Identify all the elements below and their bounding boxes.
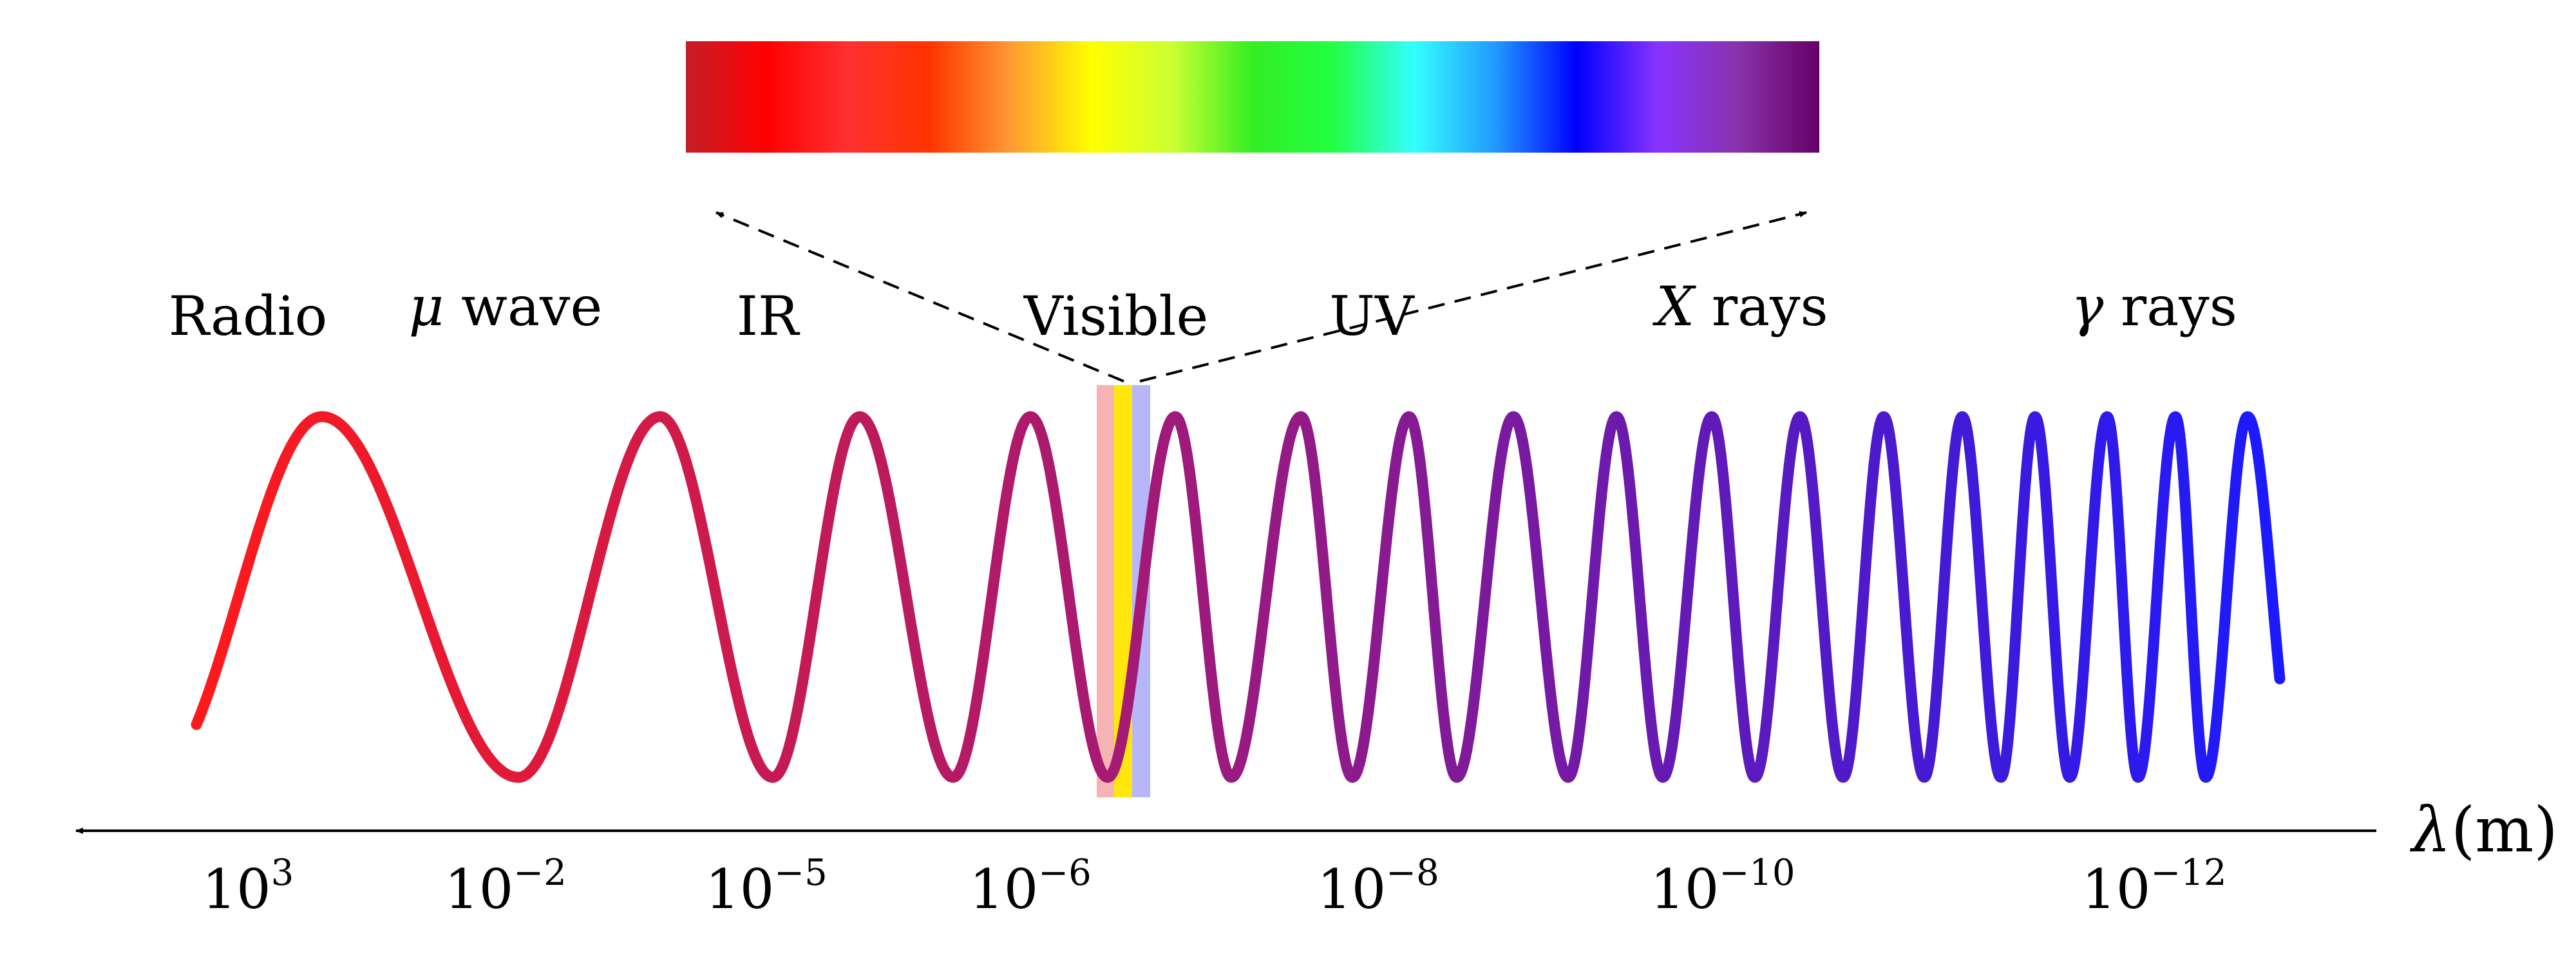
tick-label-1e-8: 10−8: [1317, 852, 1439, 921]
visible-spectrum-bar: [686, 41, 1819, 153]
em-wave: [191, 411, 2286, 783]
tick-label-1e3: 103: [202, 852, 294, 921]
tick-label-1e-10: 10−10: [1650, 852, 1795, 921]
band-label-radio: Radio: [169, 285, 327, 348]
zoom-arrow-left: [715, 211, 1124, 383]
tick-label-1e-6: 10−6: [969, 852, 1091, 921]
band-label-visible: Visible: [1023, 285, 1208, 348]
band-label-uv: UV: [1329, 285, 1415, 348]
visible-strip-red: [1097, 385, 1114, 797]
band-label-microwave: μ wave: [409, 275, 602, 338]
band-label-ir: IR: [737, 285, 800, 348]
tick-label-1e-5: 10−5: [705, 852, 827, 921]
zoom-arrow-right: [1139, 211, 1807, 383]
band-label-gamma-rays: γ rays: [2071, 275, 2237, 338]
axis-title: λ(m): [2409, 794, 2558, 866]
tick-label-1e-2: 10−2: [444, 852, 566, 921]
band-label-xrays: X rays: [1652, 275, 1828, 338]
tick-label-1e-12: 10−12: [2081, 852, 2226, 921]
